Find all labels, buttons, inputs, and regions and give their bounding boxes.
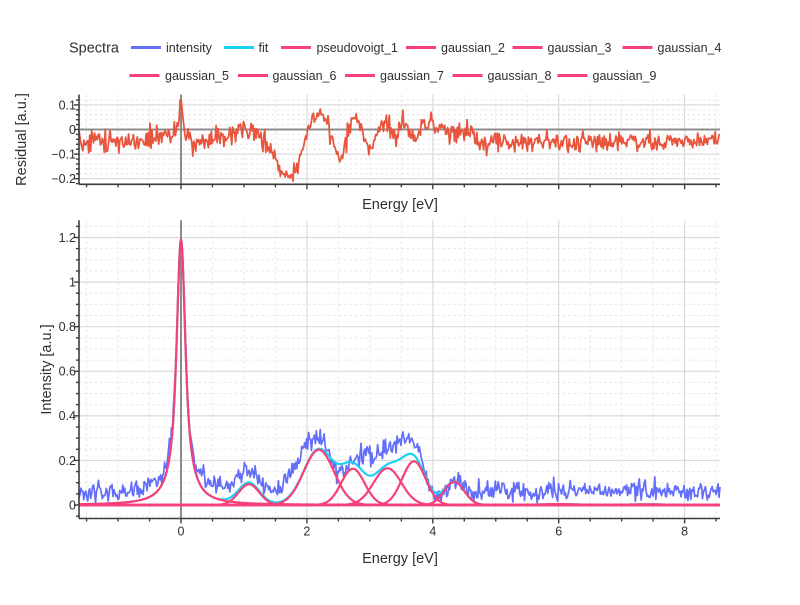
svg-text:0.1: 0.1 [59,98,76,112]
svg-text:6: 6 [555,524,562,538]
svg-text:0.6: 0.6 [59,365,76,379]
svg-text:Intensity [a.u.]: Intensity [a.u.] [39,324,55,414]
svg-text:gaussian_5: gaussian_5 [165,69,229,83]
svg-text:Residual [a.u.]: Residual [a.u.] [14,93,30,186]
svg-text:fit: fit [259,41,269,55]
svg-text:Spectra: Spectra [69,41,120,57]
svg-text:0.8: 0.8 [59,320,76,334]
svg-text:intensity: intensity [166,41,213,55]
svg-text:−0.2: −0.2 [51,172,76,186]
svg-text:gaussian_8: gaussian_8 [488,69,552,83]
svg-text:8: 8 [681,524,688,538]
svg-text:2: 2 [303,524,310,538]
svg-text:gaussian_2: gaussian_2 [441,41,505,55]
svg-text:gaussian_7: gaussian_7 [380,69,444,83]
svg-text:0: 0 [69,123,76,137]
svg-text:0: 0 [69,498,76,512]
svg-text:gaussian_9: gaussian_9 [593,69,657,83]
svg-text:4: 4 [429,524,436,538]
svg-text:gaussian_4: gaussian_4 [658,41,722,55]
svg-text:Energy [eV]: Energy [eV] [362,197,438,213]
svg-text:0.2: 0.2 [59,454,76,468]
svg-text:gaussian_6: gaussian_6 [273,69,337,83]
svg-text:pseudovoigt_1: pseudovoigt_1 [317,41,398,55]
svg-text:gaussian_3: gaussian_3 [548,41,612,55]
svg-text:0: 0 [178,524,185,538]
svg-text:Energy [eV]: Energy [eV] [362,551,438,567]
svg-text:1: 1 [69,276,76,290]
svg-text:1.2: 1.2 [59,231,76,245]
svg-text:−0.1: −0.1 [51,148,76,162]
svg-text:0.4: 0.4 [59,409,76,423]
